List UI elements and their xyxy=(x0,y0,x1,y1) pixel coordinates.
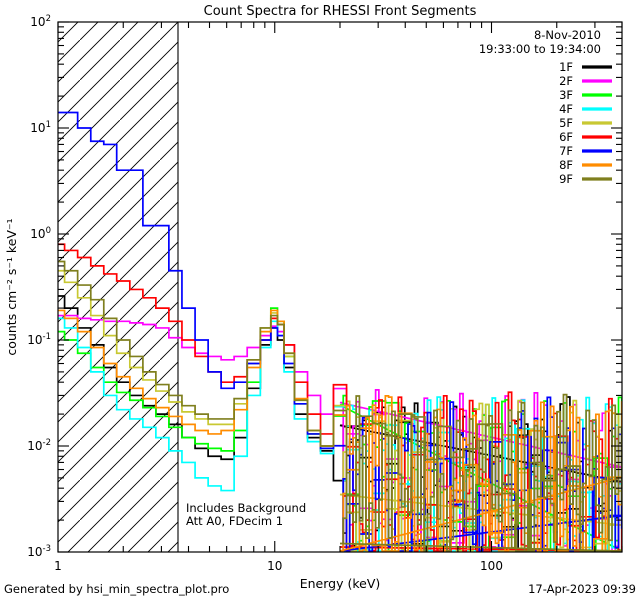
observation-date: 8-Nov-2010 xyxy=(534,28,601,42)
chart-title: Count Spectra for RHESSI Front Segments xyxy=(204,4,477,19)
annotation-attenuator: Att A0, FDecim 1 xyxy=(186,514,283,528)
series-line-9f xyxy=(58,260,622,552)
annotation-includes-background: Includes Background xyxy=(186,501,306,515)
legend-label-5f: 5F xyxy=(559,116,573,130)
y-axis-label: counts cm⁻² s⁻¹ keV⁻¹ xyxy=(4,218,19,355)
legend-label-7f: 7F xyxy=(559,144,573,158)
legend-label-3f: 3F xyxy=(559,88,573,102)
footer-generator: Generated by hsi_min_spectra_plot.pro xyxy=(4,582,229,596)
x-tick-label: 1 xyxy=(54,559,62,573)
legend-label-8f: 8F xyxy=(559,158,573,172)
data-series-group xyxy=(58,111,622,552)
observation-time-range: 19:33:00 to 19:34:00 xyxy=(479,42,601,56)
legend-label-6f: 6F xyxy=(559,130,573,144)
x-axis-label: Energy (keV) xyxy=(300,576,381,591)
x-tick-label: 10 xyxy=(267,559,282,573)
legend-label-9f: 9F xyxy=(559,172,573,186)
footer-timestamp: 17-Apr-2023 09:39 xyxy=(528,582,636,596)
legend-label-1f: 1F xyxy=(559,60,573,74)
legend-label-4f: 4F xyxy=(559,102,573,116)
x-tick-label: 100 xyxy=(480,559,503,573)
hatched-exclusion-region xyxy=(58,22,179,552)
legend-label-2f: 2F xyxy=(559,74,573,88)
